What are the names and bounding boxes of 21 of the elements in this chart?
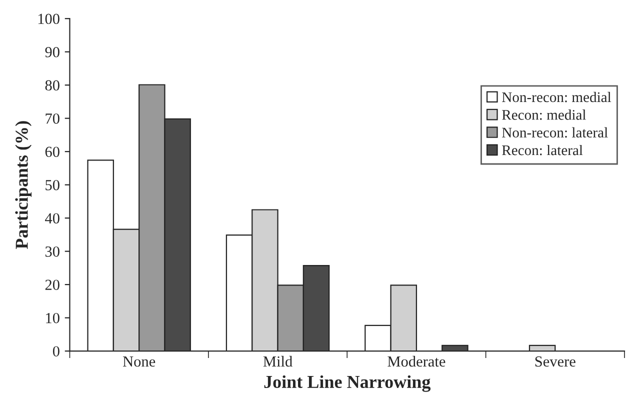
y-axis-title: Participants (%) <box>15 121 32 249</box>
y-tick-label: 0 <box>52 346 60 356</box>
y-tick-label: 40 <box>45 213 60 224</box>
legend-label: Recon: medial <box>502 110 586 120</box>
y-tick-label: 80 <box>45 80 60 91</box>
y-tick-label: 70 <box>46 113 60 124</box>
y-tick-label: 10 <box>46 312 60 324</box>
y-tick-label: 60 <box>45 146 60 158</box>
legend-label: Recon: lateral <box>502 144 583 156</box>
y-tick-label: 30 <box>45 246 60 257</box>
y-tick-label: 100 <box>38 14 60 24</box>
y-tick-label: 50 <box>46 180 60 190</box>
x-tick-label: Severe <box>535 356 576 367</box>
y-tick-label: 20 <box>45 280 60 290</box>
legend-label: Non-recon: medial <box>502 92 612 102</box>
legend-label: Non-recon: lateral <box>502 127 608 138</box>
x-tick-label: Moderate <box>388 356 446 367</box>
x-tick-label: None <box>122 356 156 367</box>
y-tick-label: 90 <box>45 46 60 58</box>
x-axis-title: Joint Line Narrowing <box>264 375 431 392</box>
x-tick-label: Mild <box>263 356 292 367</box>
